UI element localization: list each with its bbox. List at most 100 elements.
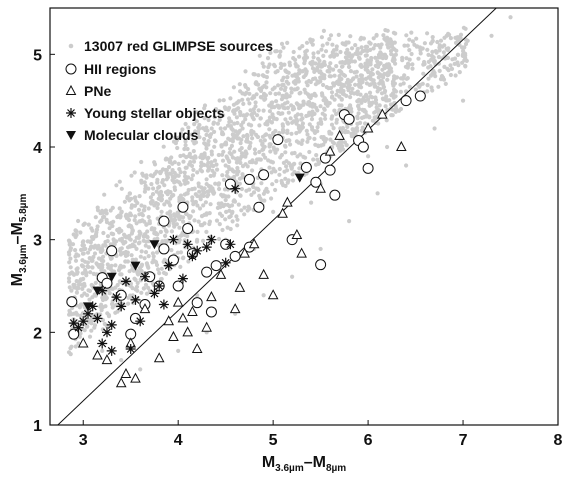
glimpse-point	[189, 177, 194, 182]
glimpse-point	[142, 219, 147, 224]
yso-point	[106, 345, 117, 356]
pne-point	[191, 342, 203, 354]
glimpse-point	[146, 265, 151, 270]
glimpse-point	[242, 212, 247, 217]
glimpse-point	[402, 43, 407, 48]
glimpse-point	[436, 54, 441, 60]
pne-point	[172, 296, 184, 307]
glimpse-point	[68, 256, 73, 261]
glimpse-point	[276, 91, 282, 96]
glimpse-point	[195, 203, 200, 208]
pne-point	[92, 349, 103, 360]
pne-point	[248, 238, 260, 249]
glimpse-point	[106, 265, 111, 270]
glimpse-point	[252, 147, 257, 152]
glimpse-point	[270, 100, 275, 105]
glimpse-point	[119, 358, 124, 363]
glimpse-point	[143, 282, 149, 287]
glimpse-point	[375, 191, 380, 196]
glimpse-point	[391, 56, 397, 61]
glimpse-point	[235, 120, 240, 126]
glimpse-point	[247, 146, 252, 151]
glimpse-point	[421, 71, 426, 76]
y-axis-title-base2: M	[9, 222, 26, 235]
yso-point	[102, 327, 112, 338]
glimpse-point	[187, 151, 192, 156]
glimpse-point	[330, 114, 335, 119]
glimpse-point	[204, 146, 209, 151]
glimpse-point	[268, 149, 273, 154]
glimpse-point	[202, 141, 207, 146]
glimpse-point	[280, 78, 285, 83]
x-tick-label: 7	[459, 432, 468, 449]
hii-region-point	[414, 90, 426, 102]
glimpse-point	[146, 206, 151, 211]
glimpse-point	[445, 66, 450, 71]
glimpse-point	[222, 105, 227, 110]
glimpse-point	[165, 192, 170, 197]
glimpse-point	[425, 31, 430, 36]
glimpse-point	[186, 135, 191, 140]
glimpse-point	[246, 122, 251, 127]
glimpse-point	[152, 231, 157, 236]
glimpse-point	[163, 233, 168, 238]
glimpse-point	[370, 67, 375, 72]
glimpse-point	[227, 119, 232, 124]
glimpse-point	[385, 28, 390, 33]
glimpse-point	[197, 189, 202, 194]
glimpse-point	[150, 192, 156, 197]
hii-region-point	[66, 296, 78, 308]
glimpse-point	[369, 55, 374, 61]
glimpse-point	[260, 141, 265, 146]
glimpse-point	[327, 66, 332, 71]
glimpse-point	[67, 279, 72, 284]
glimpse-point	[365, 48, 370, 54]
glimpse-point	[311, 55, 316, 60]
glimpse-point	[325, 69, 330, 74]
glimpse-point	[208, 202, 213, 207]
glimpse-point	[378, 51, 383, 56]
glimpse-point	[442, 35, 447, 40]
glimpse-point	[316, 62, 321, 67]
glimpse-point	[277, 166, 282, 172]
glimpse-point	[202, 103, 208, 108]
glimpse-point	[357, 84, 362, 89]
glimpse-point	[385, 39, 391, 44]
legend-down-triangle-icon	[66, 131, 76, 140]
glimpse-point	[129, 173, 134, 178]
glimpse-point	[150, 226, 155, 231]
glimpse-point	[67, 285, 72, 290]
glimpse-point	[158, 189, 164, 194]
yso-point	[201, 242, 212, 253]
glimpse-point	[89, 328, 94, 333]
pne-point	[130, 372, 141, 383]
glimpse-point	[196, 131, 201, 136]
glimpse-point	[295, 102, 301, 107]
glimpse-point	[211, 120, 216, 125]
glimpse-point	[356, 98, 361, 103]
glimpse-point	[368, 62, 373, 67]
pne-point	[291, 228, 303, 240]
glimpse-point	[310, 109, 315, 114]
glimpse-point	[265, 122, 270, 127]
pne-point	[139, 303, 151, 314]
glimpse-point	[77, 279, 82, 284]
glimpse-point	[229, 126, 234, 131]
glimpse-point	[164, 168, 169, 173]
glimpse-point	[151, 186, 156, 191]
glimpse-point	[283, 183, 288, 189]
glimpse-point	[351, 130, 356, 135]
pne-point	[377, 108, 388, 119]
glimpse-point	[204, 229, 209, 234]
glimpse-point	[369, 71, 374, 76]
glimpse-point	[363, 98, 368, 103]
hii-region-point	[158, 215, 170, 227]
glimpse-point	[184, 155, 189, 160]
molecular-cloud-point	[82, 302, 93, 312]
pne-point	[153, 352, 165, 363]
glimpse-point	[321, 28, 326, 33]
glimpse-point	[225, 225, 230, 230]
glimpse-point	[328, 74, 333, 79]
glimpse-point	[267, 115, 272, 120]
glimpse-point	[388, 66, 393, 71]
